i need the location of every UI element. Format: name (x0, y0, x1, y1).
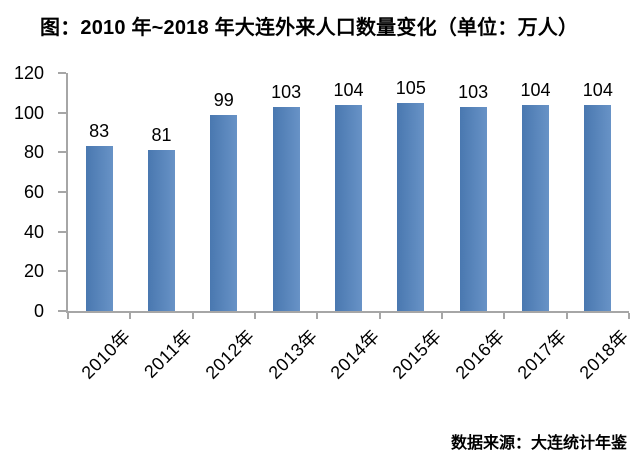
y-axis-tick-label: 100 (13, 102, 44, 123)
bar-value-label: 105 (395, 77, 426, 98)
x-axis-tick (503, 313, 506, 319)
bar (522, 104, 549, 311)
chart-title: 图：2010 年~2018 年大连外来人口数量变化（单位：万人） (40, 17, 579, 39)
x-axis-tick (378, 313, 381, 319)
bar (335, 104, 362, 311)
bar-value-label: 99 (213, 89, 234, 110)
bar-value-label: 81 (151, 125, 172, 146)
bar-value-label: 104 (333, 79, 364, 100)
x-axis-label: 2011年 (140, 325, 197, 382)
bar (584, 104, 612, 311)
x-axis-label: 2012年 (201, 325, 259, 383)
y-axis-tick-label: 120 (13, 63, 44, 83)
y-axis-tick (58, 72, 66, 74)
bar (85, 146, 113, 311)
y-axis-tick (58, 111, 66, 114)
x-axis-label: 2010年 (77, 325, 135, 383)
x-axis-tick (441, 313, 443, 319)
x-axis-tick (316, 313, 319, 319)
y-axis-tick-label: 80 (23, 142, 44, 163)
bar-value-label: 83 (89, 121, 110, 142)
x-axis-tick (67, 313, 69, 319)
bar (272, 106, 300, 311)
x-axis-tick (254, 313, 256, 319)
bar (459, 106, 487, 311)
y-axis-tick-label: 60 (23, 182, 44, 202)
bar (148, 150, 175, 311)
y-axis-tick (58, 270, 66, 273)
x-axis-label: 2015年 (388, 325, 446, 383)
bar-value-label: 104 (582, 79, 613, 100)
bar-value-label: 104 (520, 79, 551, 100)
bar-value-label: 103 (271, 81, 302, 102)
y-axis-tick-label: 0 (33, 301, 44, 321)
x-axis-label: 2013年 (264, 325, 322, 383)
plot-area: 0 20 40 60 80 100 120 83 2010年 81 2011年 99 2012年 103 2… (14, 63, 633, 383)
x-axis-tick (191, 313, 194, 319)
y-axis-tick-label: 40 (23, 221, 44, 242)
x-axis-label: 2018年 (575, 325, 633, 383)
y-axis-tick (58, 151, 66, 154)
bar (397, 102, 425, 311)
y-axis-tick (58, 310, 66, 312)
y-axis-tick (58, 230, 66, 233)
data-source-note: 数据来源：大连统计年鉴 (450, 435, 627, 452)
x-axis-label: 2017年 (513, 325, 571, 383)
y-axis-tick (58, 191, 66, 193)
x-axis-tick (565, 313, 568, 319)
x-axis-label: 2016年 (451, 325, 509, 383)
x-axis-tick (628, 313, 630, 319)
x-axis-label: 2014年 (326, 325, 384, 383)
y-axis-tick-label: 20 (23, 261, 44, 282)
bar-value-label: 103 (458, 81, 489, 102)
bar (210, 114, 238, 311)
x-axis-tick (129, 313, 132, 319)
